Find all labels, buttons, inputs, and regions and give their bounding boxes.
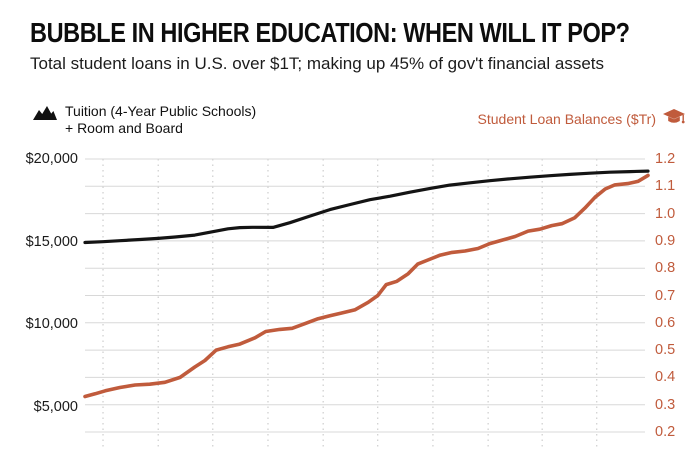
loan-balances-line [83,173,650,399]
right-axis-label: 1.1 [655,178,676,195]
mountain-icon [33,105,57,137]
graduation-cap-icon [663,109,685,129]
right-axis-label: 0.6 [655,314,676,331]
right-axis-label: 0.4 [655,369,676,386]
legend-tuition-label-line2: + Room and Board [65,120,183,136]
right-axis-label: 0.8 [655,260,676,277]
chart-title: BUBBLE IN HIGHER EDUCATION: WHEN WILL IT… [30,17,630,48]
legend-balances-label: Student Loan Balances ($Tr) [477,110,656,127]
right-axis-label: 0.7 [655,287,676,304]
right-axis-label: 1.0 [655,205,676,222]
chart-subtitle: Total student loans in U.S. over $1T; ma… [30,54,605,73]
left-axis-label: $15,000 [25,233,78,250]
left-axis-label: $10,000 [25,316,78,333]
right-axis-label: 1.2 [655,151,676,167]
left-axis-label: $20,000 [25,151,78,167]
legend-balances: Student Loan Balances ($Tr) [478,108,685,129]
left-axis-label: $5,000 [33,399,78,415]
right-axis-label: 0.2 [655,424,676,440]
tuition-line [83,169,650,245]
right-axis-label: 0.5 [655,342,676,359]
right-axis-label: 0.9 [655,232,676,249]
legend-tuition-label-line1: Tuition (4-Year Public Schools) [65,103,257,119]
right-axis-label: 0.3 [655,396,676,413]
legend-tuition: Tuition (4-Year Public Schools) + Room a… [33,103,256,137]
